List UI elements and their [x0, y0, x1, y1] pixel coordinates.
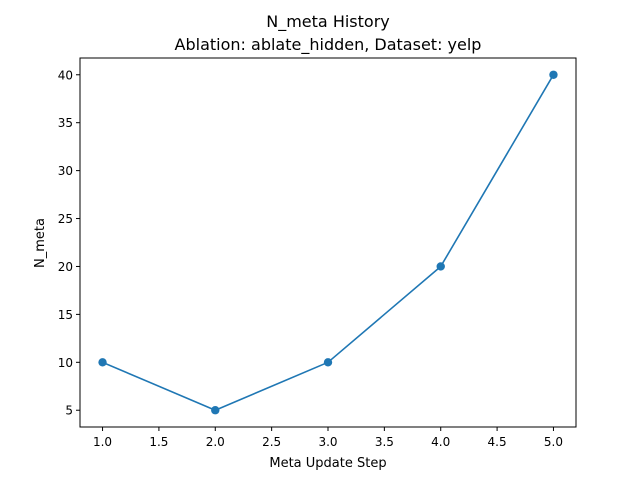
x-tick-label: 4.0 [431, 435, 450, 449]
x-tick-label: 1.0 [93, 435, 112, 449]
y-axis-ticks: 5 10 15 20 25 30 35 40 [58, 68, 80, 418]
x-tick-label: 5.0 [544, 435, 563, 449]
chart-subtitle: Ablation: ablate_hidden, Dataset: yelp [175, 35, 482, 55]
y-tick-label: 25 [58, 212, 73, 226]
data-point [549, 70, 558, 79]
x-tick-label: 4.5 [488, 435, 507, 449]
data-point [98, 358, 107, 367]
data-point [323, 358, 333, 367]
data-point [211, 406, 220, 415]
y-tick-label: 5 [65, 404, 73, 418]
x-tick-label: 2.5 [262, 435, 281, 449]
y-tick-label: 15 [58, 308, 73, 322]
x-tick-label: 1.5 [149, 435, 168, 449]
y-tick-label: 20 [58, 260, 73, 274]
x-tick-label: 3.5 [375, 435, 394, 449]
chart-title: N_meta History [266, 12, 389, 32]
series-layer [98, 70, 558, 415]
y-tick-label: 30 [58, 164, 73, 178]
x-tick-label: 2.0 [206, 435, 225, 449]
y-tick-label: 35 [58, 116, 73, 130]
x-axis-label: Meta Update Step [269, 456, 386, 471]
y-axis-label: N_meta [33, 218, 48, 268]
y-tick-label: 40 [58, 68, 73, 82]
plot-frame [79, 57, 577, 428]
y-tick-label: 10 [58, 356, 73, 370]
x-axis-ticks: 1.0 1.5 2.0 2.5 3.0 3.5 4.0 4.5 5.0 [93, 427, 563, 449]
x-tick-label: 3.0 [318, 435, 337, 449]
data-point [436, 262, 445, 271]
